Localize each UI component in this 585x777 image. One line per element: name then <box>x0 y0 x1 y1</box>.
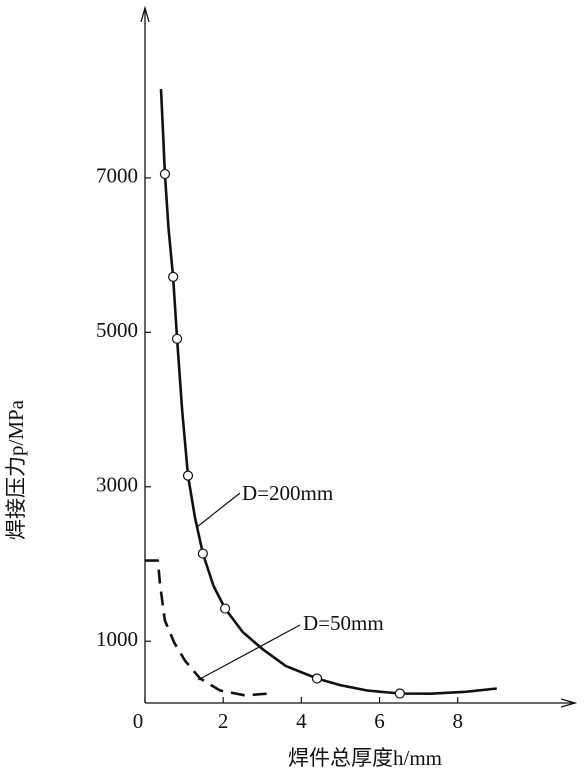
series-label: D=50mm <box>303 611 384 635</box>
data-point <box>171 333 183 344</box>
y-tick-label: 7000 <box>96 164 138 188</box>
y-axis-arrow <box>140 5 150 23</box>
data-point <box>159 168 171 180</box>
x-axis-label: 焊件总厚度h/mm <box>288 746 442 770</box>
x-tick-label: 6 <box>374 709 385 733</box>
leader-line <box>197 624 301 681</box>
data-point <box>394 688 405 699</box>
series-line <box>159 89 497 695</box>
series-line <box>145 559 271 697</box>
y-tick-label: 3000 <box>96 473 138 497</box>
series-label: D=200mm <box>242 481 333 505</box>
x-tick-label: 4 <box>296 709 307 733</box>
data-point <box>220 603 231 614</box>
x-tick-label: 0 <box>133 709 144 733</box>
data-point <box>311 673 323 684</box>
data-point <box>182 470 194 481</box>
x-tick-label: 8 <box>452 709 463 733</box>
x-tick-label: 2 <box>218 709 229 733</box>
leader-line <box>196 492 241 528</box>
y-tick-label: 1000 <box>96 627 138 651</box>
y-tick-label: 5000 <box>96 318 138 342</box>
x-axis-arrow <box>560 698 578 708</box>
data-point <box>197 548 208 559</box>
y-axis-label: 焊接压力p/MPa <box>4 399 28 540</box>
data-point <box>168 271 179 282</box>
